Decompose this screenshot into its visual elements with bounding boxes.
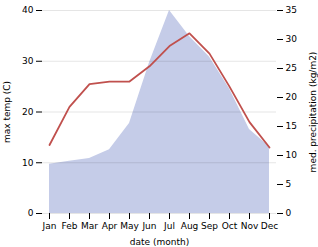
svg-text:Jul: Jul bbox=[163, 221, 175, 231]
svg-text:Dec: Dec bbox=[261, 221, 278, 231]
svg-text:Feb: Feb bbox=[62, 221, 78, 231]
svg-text:10: 10 bbox=[286, 150, 298, 160]
svg-text:date (month): date (month) bbox=[130, 237, 189, 247]
svg-text:med. precipitation (kg/m2): med. precipitation (kg/m2) bbox=[308, 52, 318, 173]
svg-text:20: 20 bbox=[286, 92, 298, 102]
svg-text:Sep: Sep bbox=[201, 221, 218, 231]
svg-text:10: 10 bbox=[22, 158, 34, 168]
svg-text:Oct: Oct bbox=[222, 221, 238, 231]
svg-text:5: 5 bbox=[286, 179, 292, 189]
svg-text:Apr: Apr bbox=[102, 221, 118, 231]
svg-text:15: 15 bbox=[286, 121, 297, 131]
svg-text:30: 30 bbox=[286, 34, 298, 44]
svg-text:0: 0 bbox=[286, 208, 292, 218]
svg-text:Nov: Nov bbox=[241, 221, 259, 231]
svg-text:0: 0 bbox=[28, 208, 34, 218]
svg-text:30: 30 bbox=[22, 56, 34, 66]
svg-text:Mar: Mar bbox=[81, 221, 98, 231]
svg-text:20: 20 bbox=[22, 107, 34, 117]
svg-text:May: May bbox=[120, 221, 139, 231]
svg-text:Jan: Jan bbox=[42, 221, 57, 231]
svg-text:Aug: Aug bbox=[181, 221, 199, 231]
svg-text:25: 25 bbox=[286, 63, 297, 73]
svg-text:max temp (C): max temp (C) bbox=[2, 81, 12, 143]
svg-text:40: 40 bbox=[22, 5, 34, 15]
svg-text:35: 35 bbox=[286, 5, 297, 15]
svg-text:Jun: Jun bbox=[141, 221, 156, 231]
